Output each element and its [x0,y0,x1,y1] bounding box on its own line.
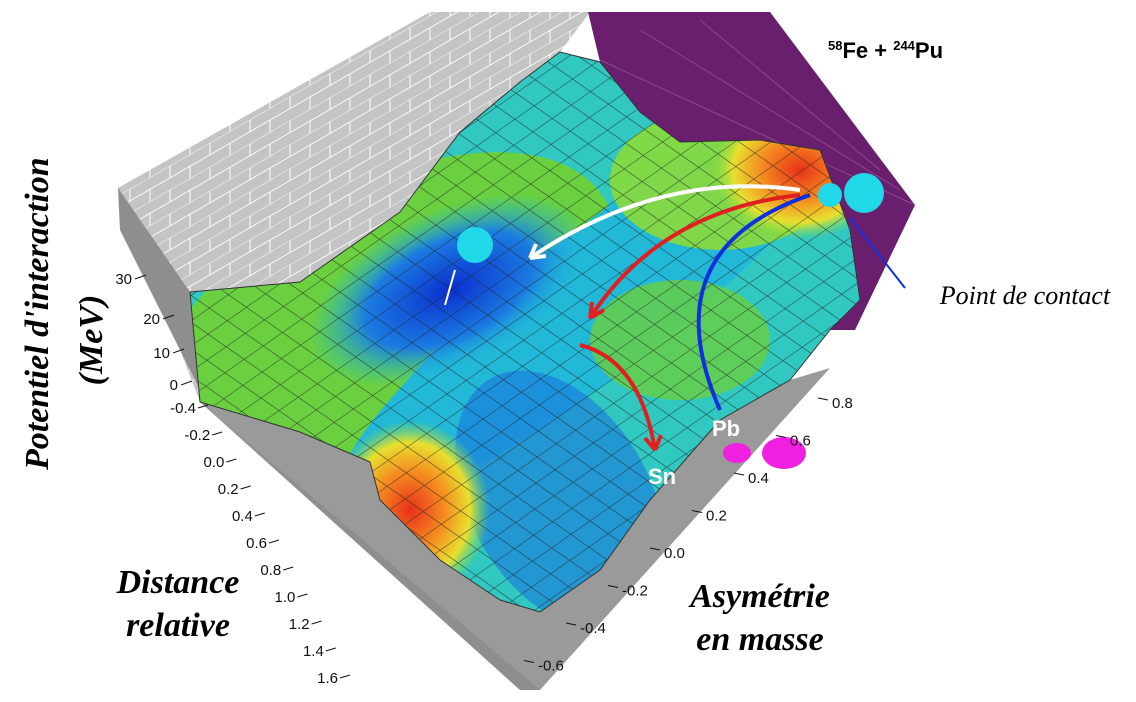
tick-mark [523,660,535,663]
tick-mark [172,348,185,354]
asymmetry-tick-label: -0.4 [580,620,606,637]
asymmetry-label: en masse [696,621,824,658]
tick-mark [134,274,147,280]
pointer [849,217,906,289]
z-label: Potentiel d'interaction [19,157,56,471]
distance-tick-label: 1.4 [303,643,324,660]
tick-mark [775,435,787,438]
tick-mark [311,620,322,625]
distance-label: Distance [116,564,240,601]
annotation: Point de contact [939,281,1111,310]
tick-mark [297,593,308,598]
gray-wall [118,12,590,402]
distance-tick-label: -0.2 [184,427,210,444]
distance-tick-label: 0.2 [218,481,239,498]
tick-mark [691,510,703,513]
title: 58Fe + 244Pu [828,38,943,63]
asymmetry-tick-label: -0.6 [538,658,564,675]
distance-tick-label: 1.0 [275,589,296,606]
tick-mark [733,472,745,476]
z-label: (MeV) [73,295,110,386]
asymmetry-label: Asymétrie [688,578,830,615]
nucleus [457,227,493,263]
blue-arrow [696,193,811,411]
nucleus [818,183,842,207]
z-tick-label: 20 [143,311,160,328]
tick-mark [607,585,619,588]
purple-wall [588,12,915,330]
tick-mark [254,512,265,517]
distance-tick-label: 1.2 [289,616,310,633]
asymmetry-tick-label: 0.0 [664,545,685,562]
nucleus [844,173,884,213]
asymmetry-tick-label: 0.2 [706,508,727,525]
tick-mark [162,314,175,320]
z-tick-label: 30 [115,271,132,288]
distance-tick-label: 0.4 [232,508,253,525]
tick-mark [197,404,209,409]
tick-mark [325,647,336,652]
distance-tick-label: 1.6 [317,670,338,687]
nucleus [762,437,806,469]
white-arrow [528,184,801,260]
distance-tick-label: 0.0 [204,454,225,471]
nucleus [723,443,751,463]
red-arrow-2 [579,343,657,451]
ticks: 30 20 100 -0.4 -0.2 0.0 0.2 0.4 0.6 0.8 1.0 1.2 1.4 1… [115,271,853,687]
tick-mark [283,566,294,571]
asymmetry-tick-label: 0.4 [748,470,769,487]
asymmetry-tick-label: 0.6 [790,433,811,450]
asymmetry-tick-label: 0.8 [832,395,853,412]
z-tick-label: 0 [170,377,178,394]
tick-mark [268,539,280,544]
tick-mark [649,547,661,551]
distance-tick-label: -0.4 [170,400,196,417]
floor [200,368,830,690]
nuclei [457,173,906,469]
distance-label: relative [126,607,230,644]
tick-mark [240,485,251,490]
tick-mark [339,674,351,679]
annotation: Sn [648,464,676,489]
z-tick-label: 10 [153,345,170,362]
distance-tick-label: 0.6 [246,535,267,552]
tick-mark [817,397,829,401]
red-arrow [588,193,801,320]
annotation: Pb [712,416,740,441]
tick-mark [226,458,237,463]
distance-tick-label: 0.8 [260,562,281,579]
trajectories [444,184,811,452]
tick-mark [565,622,577,626]
tick-mark [180,380,193,386]
tick-mark [212,431,223,436]
back-walls [118,12,916,690]
asymmetry-tick-label: -0.2 [622,583,648,600]
